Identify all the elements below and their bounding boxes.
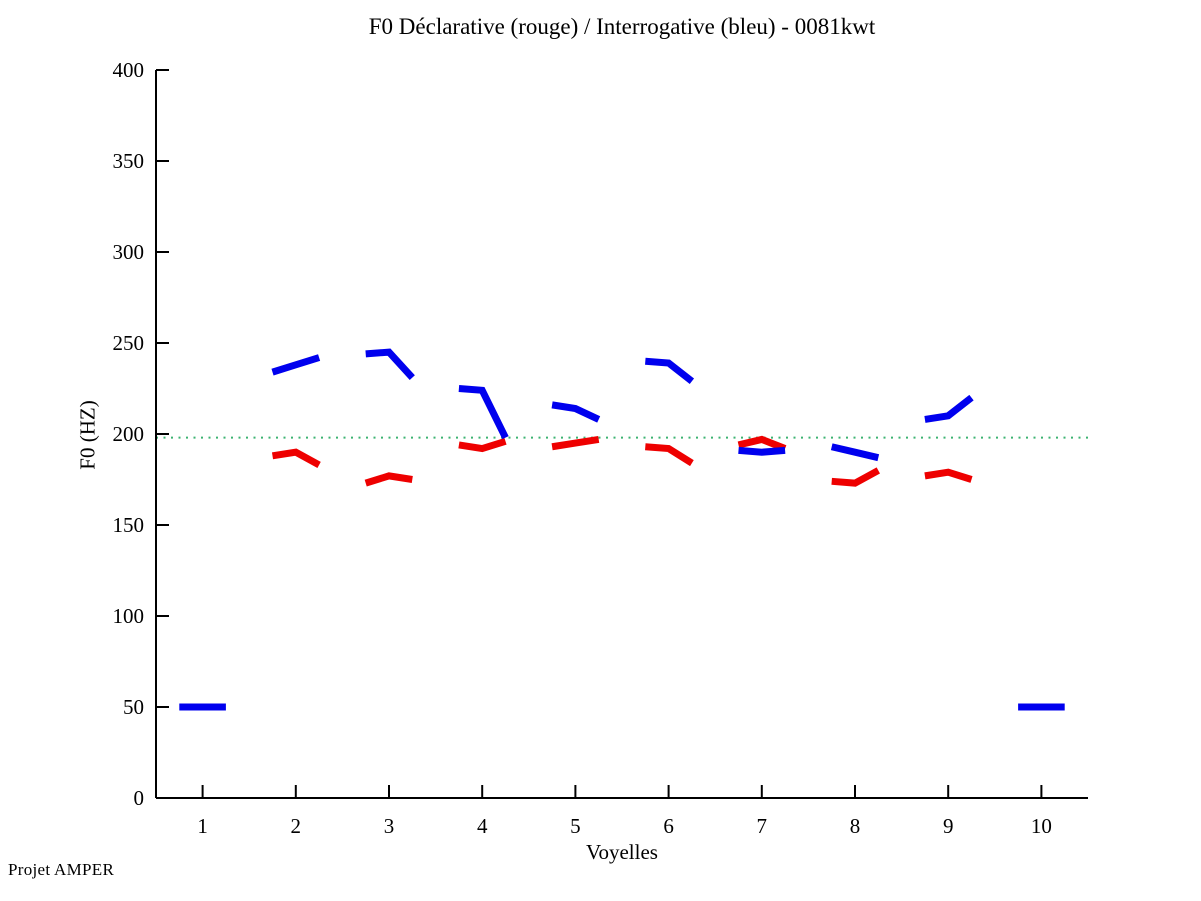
x-axis-label: Voyelles	[586, 840, 658, 864]
y-tick-label: 300	[113, 240, 145, 264]
y-tick-label: 200	[113, 422, 145, 446]
x-tick-label: 8	[850, 814, 861, 838]
y-tick-label: 100	[113, 604, 145, 628]
series-segment-interrogative	[271, 354, 321, 376]
x-tick-label: 3	[384, 814, 395, 838]
x-tick-label: 7	[757, 814, 768, 838]
y-tick-label: 0	[134, 786, 145, 810]
x-tick-label: 10	[1031, 814, 1052, 838]
x-tick-label: 1	[197, 814, 208, 838]
chart-title: F0 Déclarative (rouge) / Interrogative (…	[368, 14, 876, 39]
series-segment-interrogative	[458, 385, 509, 440]
series-segment-declarative	[831, 467, 880, 487]
series-segment-interrogative	[645, 357, 695, 384]
x-tick-label: 5	[570, 814, 581, 838]
y-tick-label: 150	[113, 513, 145, 537]
series-segment-declarative	[458, 437, 507, 453]
y-tick-label: 50	[123, 695, 144, 719]
project-footer-label: Projet AMPER	[8, 860, 115, 879]
series-segment-interrogative	[924, 394, 974, 423]
y-tick-label: 350	[113, 149, 145, 173]
series-segment-declarative	[551, 436, 600, 451]
series-segment-interrogative	[365, 348, 415, 380]
y-tick-label: 250	[113, 331, 145, 355]
y-tick-label: 400	[113, 58, 145, 82]
series-segment-interrogative	[830, 443, 880, 462]
series-segment-interrogative	[738, 446, 786, 456]
series-segment-declarative	[737, 435, 787, 452]
x-tick-label: 4	[477, 814, 488, 838]
x-tick-label: 6	[663, 814, 674, 838]
series-segment-declarative	[271, 448, 321, 469]
x-tick-label: 2	[291, 814, 302, 838]
series-segment-declarative	[924, 468, 973, 483]
series-segment-declarative	[364, 472, 413, 487]
series-segment-declarative	[645, 443, 694, 467]
series-segment-interrogative	[551, 401, 601, 423]
x-tick-label: 9	[943, 814, 954, 838]
